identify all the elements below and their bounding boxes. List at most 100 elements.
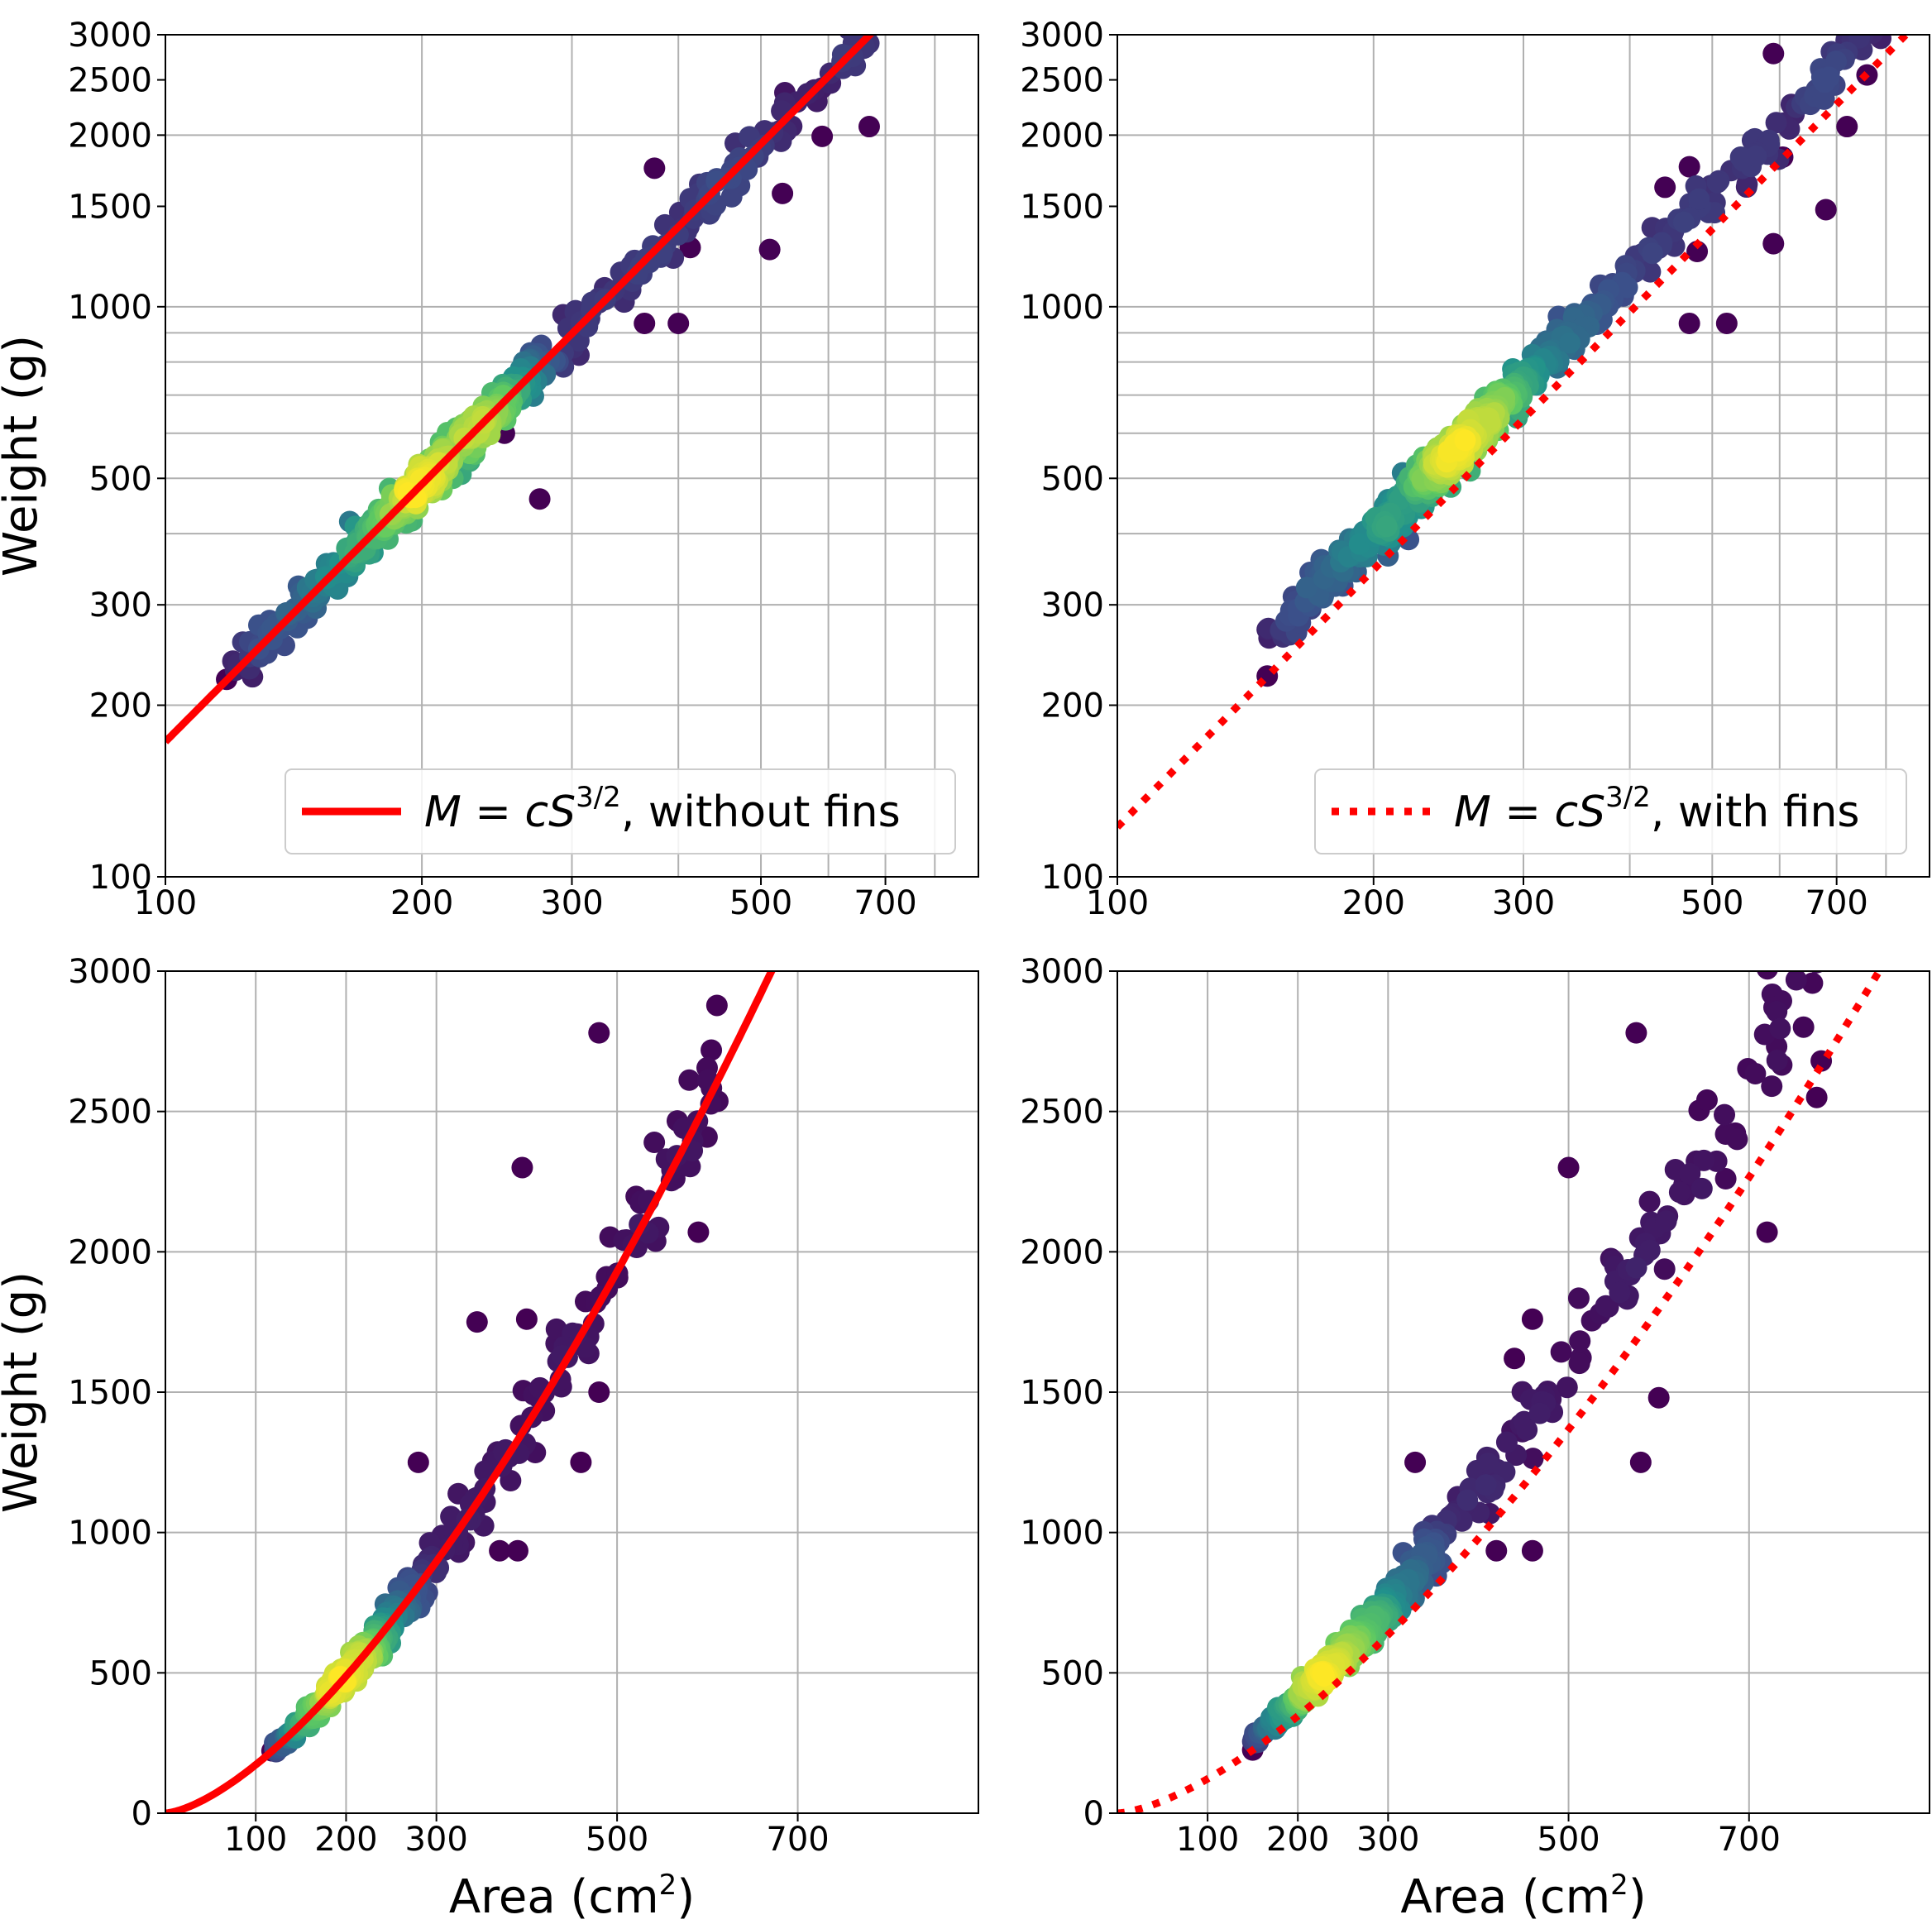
y-tick-label: 0 bbox=[1083, 1795, 1104, 1833]
outlier-point bbox=[634, 312, 656, 334]
scatter-point bbox=[1595, 1295, 1617, 1317]
y-tick-label: 1000 bbox=[68, 289, 152, 327]
scatter-point bbox=[1454, 429, 1476, 452]
outlier-point bbox=[407, 1451, 429, 1473]
scatter-point bbox=[1638, 1190, 1661, 1213]
x-tick-label: 200 bbox=[390, 884, 453, 922]
y-tick-label: 2000 bbox=[1020, 117, 1104, 155]
scatter-point bbox=[1766, 1049, 1788, 1071]
scatter-point bbox=[1766, 1000, 1788, 1022]
x-tick-label: 100 bbox=[1086, 884, 1149, 922]
y-tick-label: 2500 bbox=[68, 1094, 152, 1132]
x-tick-label: 500 bbox=[729, 884, 792, 922]
outlier-point bbox=[1678, 312, 1700, 334]
scatter-point bbox=[643, 1132, 666, 1154]
x-tick-label: 300 bbox=[540, 884, 603, 922]
scatter-point bbox=[1478, 407, 1500, 429]
y-tick-label: 200 bbox=[1041, 687, 1104, 725]
y-tick-label: 200 bbox=[89, 687, 152, 725]
scatter-points bbox=[1256, 35, 1892, 687]
scatter-point bbox=[1516, 1419, 1538, 1441]
outlier-point bbox=[570, 1451, 592, 1473]
outlier-point bbox=[772, 182, 794, 204]
x-axis-label: Area (cm2) bbox=[449, 1869, 695, 1924]
scatter-point bbox=[440, 1505, 462, 1528]
y-tick-label: 500 bbox=[89, 1654, 152, 1692]
x-tick-label: 500 bbox=[586, 1821, 648, 1859]
outlier-point bbox=[1404, 1451, 1427, 1473]
outlier-point bbox=[1715, 312, 1738, 334]
legend-label: M = cS3/2, without fins bbox=[424, 781, 901, 837]
scatter-point bbox=[1638, 1239, 1661, 1261]
scatter-point bbox=[705, 994, 728, 1017]
y-tick-label: 2500 bbox=[68, 62, 152, 100]
x-tick-label: 500 bbox=[1681, 884, 1743, 922]
scatter-point bbox=[1609, 1281, 1631, 1304]
scatter-point bbox=[1641, 242, 1663, 265]
scatter-point bbox=[701, 1039, 723, 1061]
scatter-point bbox=[1569, 1330, 1591, 1352]
gridlines bbox=[165, 970, 978, 1814]
outlier-point bbox=[1762, 42, 1785, 65]
scatter-point bbox=[1695, 1089, 1718, 1111]
legend: M = cS3/2, with fins bbox=[1314, 768, 1907, 854]
y-axis-label: Weight (g) bbox=[0, 335, 48, 577]
outlier-point bbox=[588, 1022, 610, 1044]
outlier-point bbox=[858, 116, 880, 138]
outlier-point bbox=[1762, 232, 1785, 255]
y-tick-label: 2500 bbox=[1020, 62, 1104, 100]
outlier-point bbox=[811, 125, 834, 147]
outlier-point bbox=[667, 312, 690, 334]
y-tick-label: 3000 bbox=[68, 17, 152, 55]
legend: M = cS3/2, without fins bbox=[285, 768, 956, 854]
scatter-point bbox=[1679, 1163, 1701, 1185]
x-tick-label: 200 bbox=[1266, 1821, 1329, 1859]
scatter-point bbox=[1726, 1128, 1748, 1151]
outlier-point bbox=[1504, 1347, 1526, 1370]
scatter-point bbox=[1714, 1168, 1737, 1190]
x-tick-label: 300 bbox=[1356, 1821, 1419, 1859]
scatter-point bbox=[1313, 1664, 1335, 1687]
scatter-point bbox=[1295, 577, 1317, 599]
gridlines bbox=[165, 34, 979, 878]
scatter-point bbox=[1824, 933, 1846, 955]
scatter-point bbox=[1744, 1062, 1767, 1084]
scatter-point bbox=[1456, 1489, 1479, 1511]
scatter-point bbox=[1672, 211, 1695, 233]
y-tick-label: 500 bbox=[1041, 460, 1104, 498]
x-tick-label: 700 bbox=[1805, 884, 1868, 922]
scatter-point bbox=[545, 1318, 567, 1340]
scatter-point bbox=[1668, 1181, 1690, 1204]
y-tick-label: 300 bbox=[1041, 586, 1104, 625]
x-tick-label: 500 bbox=[1537, 1821, 1600, 1859]
scatter-point bbox=[1729, 146, 1752, 168]
panel-bottom-right: 100 200 300 500 700 0 500 1000 1500 2000 2500 3000 A… bbox=[1020, 921, 1930, 1924]
scatter-point bbox=[1567, 1287, 1590, 1309]
fit-curve bbox=[165, 35, 875, 744]
y-tick-label: 3000 bbox=[1020, 17, 1104, 55]
outlier-point bbox=[1654, 176, 1676, 199]
outlier-point bbox=[588, 1381, 610, 1403]
x-tick-label: 100 bbox=[224, 1821, 287, 1859]
y-tick-label: 1500 bbox=[1020, 188, 1104, 226]
y-tick-label: 100 bbox=[89, 859, 152, 897]
panel-bottom-left: 100 200 300 500 700 0 500 1000 1500 2000 2500 3000 W… bbox=[0, 953, 979, 1924]
y-axis-label: Weight (g) bbox=[0, 1271, 48, 1513]
panel-top-left: 100 200 300 500 700 100 200 300 500 1000 1500 2000 2… bbox=[0, 17, 979, 922]
y-tick-label: 1000 bbox=[68, 1515, 152, 1553]
y-tick-label: 100 bbox=[1041, 859, 1104, 897]
outlier-point bbox=[515, 1308, 538, 1330]
outlier-point bbox=[511, 1156, 533, 1179]
outlier-point bbox=[466, 1311, 488, 1333]
outlier-point bbox=[1521, 1539, 1543, 1562]
scatter-point bbox=[1714, 1103, 1736, 1126]
scatter-point bbox=[1802, 921, 1824, 942]
scatter-point bbox=[1792, 1016, 1815, 1038]
scatter-point bbox=[1812, 88, 1834, 110]
outlier-point bbox=[1678, 156, 1700, 178]
x-tick-label: 100 bbox=[1176, 1821, 1239, 1859]
scatter-point bbox=[1769, 1017, 1791, 1040]
y-tick-label: 0 bbox=[132, 1795, 152, 1833]
y-tick-label: 500 bbox=[89, 460, 152, 498]
legend-box bbox=[285, 768, 956, 854]
